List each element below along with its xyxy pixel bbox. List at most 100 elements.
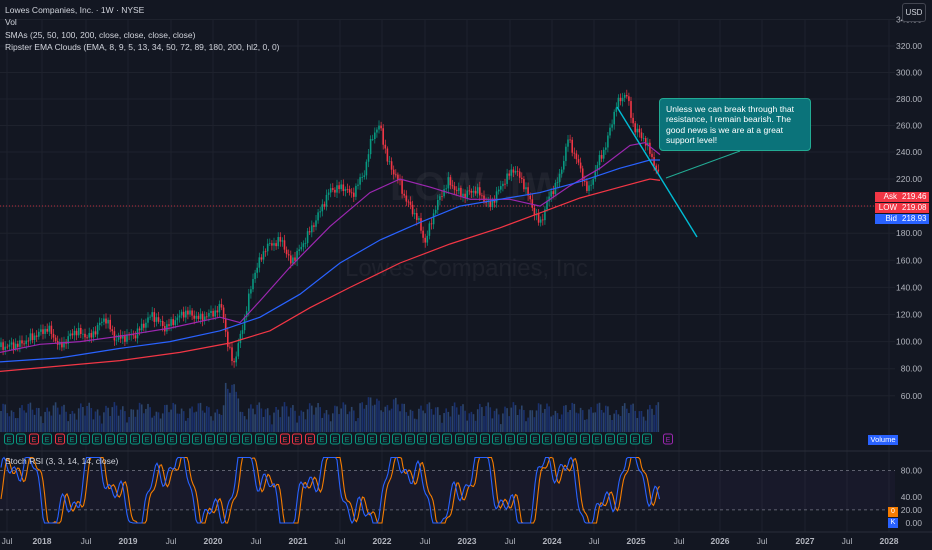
currency-button[interactable]: USD	[902, 3, 926, 22]
candle-body	[506, 173, 508, 184]
candle-body	[182, 311, 185, 318]
volume-bar	[227, 388, 229, 432]
volume-bar	[451, 406, 454, 432]
candle-body	[634, 123, 636, 133]
candle-body	[67, 336, 69, 344]
candle-body	[590, 184, 592, 186]
earnings-marker	[580, 433, 590, 445]
chart-legend: Lowes Companies, Inc. · 1W · NYSE Vol SM…	[5, 4, 280, 53]
candle-body	[525, 187, 527, 190]
earnings-marker-label: E	[7, 437, 12, 444]
volume-bar	[313, 414, 315, 432]
volume-bar	[229, 392, 231, 432]
candle-body	[640, 132, 643, 139]
volume-bar	[262, 416, 265, 432]
earnings-marker-label: E	[133, 437, 138, 444]
volume-bar	[88, 402, 90, 432]
candle-body	[218, 304, 221, 313]
volume-bar	[584, 419, 586, 432]
bid-value: 218.93	[899, 214, 929, 224]
candle-body	[399, 179, 401, 181]
volume-bar	[388, 410, 391, 432]
candle-body	[447, 177, 450, 189]
candle-body	[21, 340, 23, 344]
volume-bar	[369, 397, 372, 432]
volume-bar	[533, 417, 536, 432]
volume-bar	[6, 413, 9, 432]
volume-bar	[504, 406, 506, 432]
volume-bar	[42, 423, 44, 432]
candle-body	[46, 328, 48, 332]
volume-bar	[92, 419, 95, 432]
candle-body	[80, 327, 82, 335]
earnings-marker-label: E	[495, 437, 500, 444]
earnings-marker	[367, 433, 377, 445]
volume-bar	[180, 408, 183, 432]
candle-body	[437, 199, 439, 210]
volume-bar	[67, 421, 69, 432]
stoch-rsi-label[interactable]: Stoch RSI (3, 3, 14, 14, close)	[5, 456, 119, 466]
candle-body	[317, 212, 319, 221]
time-axis-label: 2023	[458, 536, 477, 546]
candle-body	[19, 340, 21, 347]
candle-body	[35, 335, 38, 337]
time-axis-label: Jul	[335, 536, 346, 546]
volume-bar	[279, 417, 282, 432]
volume-bar	[483, 416, 485, 432]
symbol-label: LOW	[875, 203, 899, 213]
earnings-marker	[542, 433, 552, 445]
indicator-volume[interactable]: Vol	[5, 17, 17, 28]
candle-body	[4, 346, 6, 350]
price-axis-label: 260.00	[896, 121, 922, 131]
time-axis[interactable]: Jul 2018 Jul 2019 Jul 2020 Jul 2021 Jul 2022 Jul 20…	[0, 531, 932, 546]
indicator-smas[interactable]: SMAs (25, 50, 100, 200, close, close, cl…	[5, 29, 196, 40]
time-axis-label: 2022	[373, 536, 392, 546]
candle-body	[315, 220, 317, 227]
volume-bar	[164, 405, 166, 432]
volume-bar	[233, 384, 235, 432]
time-axis-label: Jul	[842, 536, 853, 546]
earnings-marker-label: E	[570, 437, 575, 444]
indicator-ema-clouds[interactable]: Ripster EMA Clouds (EMA, 8, 9, 5, 13, 34…	[5, 41, 280, 52]
earnings-marker-upcoming-label: E	[666, 437, 671, 444]
candle-body	[395, 174, 397, 176]
candle-body	[50, 325, 53, 334]
resistance-trendline[interactable]	[616, 106, 741, 238]
candle-body	[615, 107, 618, 112]
volume-bar	[86, 405, 88, 432]
candle-body	[176, 317, 179, 321]
candle-body	[586, 181, 588, 191]
volume-bar	[260, 408, 263, 432]
volume-bar	[529, 410, 531, 432]
volume-bar	[294, 410, 296, 432]
candle-body	[420, 218, 422, 231]
volume-bar	[319, 407, 321, 432]
volume-bar	[500, 424, 502, 432]
earnings-marker-label: E	[233, 437, 238, 444]
earnings-marker-label: E	[95, 437, 100, 444]
volume-bar	[445, 408, 447, 432]
volume-bar	[510, 407, 513, 432]
volume-bar	[157, 412, 160, 432]
candle-body	[628, 96, 630, 102]
volume-bar	[521, 405, 523, 432]
volume-bar	[275, 407, 277, 432]
candle-body	[460, 187, 462, 197]
volume-bar	[264, 409, 267, 432]
candle-body	[594, 170, 597, 180]
candle-body	[445, 188, 447, 190]
earnings-marker	[80, 433, 90, 445]
volume-bar	[317, 403, 319, 432]
volume-bar	[439, 415, 441, 432]
candle-body	[508, 173, 510, 176]
symbol-title[interactable]: Lowes Companies, Inc. · 1W · NYSE	[5, 5, 145, 15]
candle-body	[338, 185, 340, 190]
volume-bar	[363, 408, 366, 432]
candle-body	[31, 333, 34, 341]
candle-body	[195, 315, 198, 319]
earnings-marker-label: E	[383, 437, 388, 444]
volume-bar	[571, 402, 573, 432]
candle-body	[185, 310, 187, 318]
annotation-callout[interactable]: Unless we can break through that resista…	[659, 98, 811, 151]
